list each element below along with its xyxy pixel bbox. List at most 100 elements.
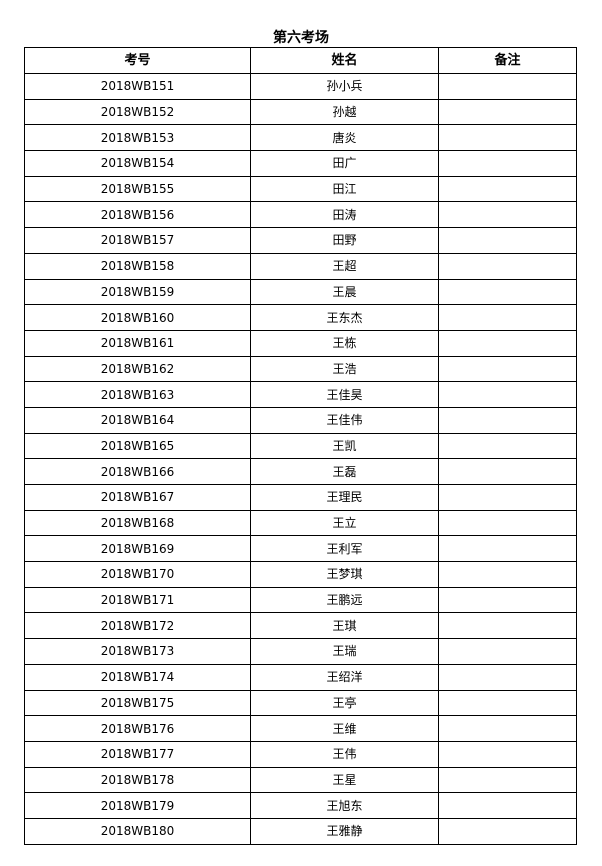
- table-row: 2018WB164 王佳伟: [24, 406, 577, 434]
- exam-room-table: 考号 姓名 备注 2018WB151 孙小兵 2018WB152 孙越 2018WB15…: [24, 47, 577, 845]
- remarks-cell: [438, 175, 577, 203]
- exam-number-cell: 2018WB167: [24, 484, 251, 511]
- remarks-cell: [438, 484, 577, 511]
- name-cell: 王凯: [250, 432, 439, 460]
- table-row: 2018WB174 王绍洋: [24, 663, 577, 691]
- table-row: 2018WB169 王利军: [24, 535, 577, 563]
- remarks-cell: [438, 227, 577, 254]
- table-row: 2018WB156 田涛: [24, 201, 577, 229]
- name-cell: 王佳伟: [250, 406, 439, 434]
- remarks-cell: [438, 304, 577, 331]
- remarks-cell: [438, 124, 577, 152]
- table-row: 2018WB168 王立: [24, 509, 577, 537]
- name-cell: 田涛: [250, 201, 439, 229]
- table-row: 2018WB177 王伟: [24, 740, 577, 768]
- name-cell: 田广: [250, 150, 439, 177]
- name-cell: 王立: [250, 509, 439, 537]
- name-cell: 王磊: [250, 458, 439, 485]
- table-row: 2018WB153 唐炎: [24, 124, 577, 152]
- table-row: 2018WB173 王瑞: [24, 638, 577, 665]
- remarks-cell: [438, 201, 577, 229]
- header-remarks: 备注: [438, 47, 577, 74]
- exam-number-cell: 2018WB154: [24, 150, 251, 177]
- name-cell: 王超: [250, 252, 439, 280]
- table-row: 2018WB155 田江: [24, 175, 577, 203]
- name-cell: 王琪: [250, 612, 439, 640]
- page-title: 第六考场: [273, 30, 329, 46]
- exam-number-cell: 2018WB180: [24, 817, 251, 845]
- name-cell: 王理民: [250, 484, 439, 511]
- remarks-cell: [438, 381, 577, 408]
- name-cell: 王东杰: [250, 304, 439, 331]
- table-row: 2018WB159 王晨: [24, 278, 577, 306]
- table-row: 2018WB152 孙越: [24, 98, 577, 126]
- remarks-cell: [438, 663, 577, 691]
- table-row: 2018WB160 王东杰: [24, 304, 577, 331]
- remarks-cell: [438, 586, 577, 614]
- name-cell: 田江: [250, 175, 439, 203]
- table-row: 2018WB176 王维: [24, 715, 577, 742]
- table-row: 2018WB151 孙小兵: [24, 73, 577, 100]
- name-cell: 王栋: [250, 329, 439, 357]
- table-row: 2018WB179 王旭东: [24, 792, 577, 819]
- remarks-cell: [438, 792, 577, 819]
- exam-number-cell: 2018WB176: [24, 715, 251, 742]
- exam-number-cell: 2018WB179: [24, 792, 251, 819]
- remarks-cell: [438, 535, 577, 563]
- name-cell: 王雅静: [250, 817, 439, 845]
- header-row: 考号 姓名 备注: [24, 47, 577, 74]
- exam-number-cell: 2018WB178: [24, 766, 251, 794]
- exam-number-cell: 2018WB169: [24, 535, 251, 563]
- name-cell: 唐炎: [250, 124, 439, 152]
- remarks-cell: [438, 715, 577, 742]
- remarks-cell: [438, 355, 577, 383]
- exam-number-cell: 2018WB163: [24, 381, 251, 408]
- exam-number-cell: 2018WB155: [24, 175, 251, 203]
- exam-number-cell: 2018WB157: [24, 227, 251, 254]
- name-cell: 王佳昊: [250, 381, 439, 408]
- exam-number-cell: 2018WB166: [24, 458, 251, 485]
- table-row: 2018WB166 王磊: [24, 458, 577, 485]
- exam-number-cell: 2018WB160: [24, 304, 251, 331]
- exam-number-cell: 2018WB159: [24, 278, 251, 306]
- table-row: 2018WB163 王佳昊: [24, 381, 577, 408]
- exam-number-cell: 2018WB152: [24, 98, 251, 126]
- remarks-cell: [438, 73, 577, 100]
- name-cell: 王浩: [250, 355, 439, 383]
- name-cell: 孙越: [250, 98, 439, 126]
- table-row: 2018WB180 王雅静: [24, 817, 577, 845]
- exam-number-cell: 2018WB151: [24, 73, 251, 100]
- table-row: 2018WB167 王理民: [24, 484, 577, 511]
- remarks-cell: [438, 406, 577, 434]
- remarks-cell: [438, 638, 577, 665]
- header-exam-number: 考号: [24, 47, 251, 74]
- name-cell: 王利军: [250, 535, 439, 563]
- exam-number-cell: 2018WB170: [24, 561, 251, 588]
- table-row: 2018WB172 王琪: [24, 612, 577, 640]
- table-row: 2018WB165 王凯: [24, 432, 577, 460]
- name-cell: 田野: [250, 227, 439, 254]
- remarks-cell: [438, 458, 577, 485]
- exam-number-cell: 2018WB171: [24, 586, 251, 614]
- exam-number-cell: 2018WB158: [24, 252, 251, 280]
- name-cell: 王维: [250, 715, 439, 742]
- remarks-cell: [438, 766, 577, 794]
- header-name: 姓名: [250, 47, 439, 74]
- exam-number-cell: 2018WB173: [24, 638, 251, 665]
- exam-number-cell: 2018WB153: [24, 124, 251, 152]
- table-row: 2018WB175 王亭: [24, 689, 577, 717]
- exam-number-cell: 2018WB175: [24, 689, 251, 717]
- remarks-cell: [438, 329, 577, 357]
- exam-number-cell: 2018WB168: [24, 509, 251, 537]
- name-cell: 王鹏远: [250, 586, 439, 614]
- remarks-cell: [438, 817, 577, 845]
- table-row: 2018WB171 王鹏远: [24, 586, 577, 614]
- exam-number-cell: 2018WB156: [24, 201, 251, 229]
- exam-number-cell: 2018WB165: [24, 432, 251, 460]
- remarks-cell: [438, 432, 577, 460]
- name-cell: 孙小兵: [250, 73, 439, 100]
- remarks-cell: [438, 740, 577, 768]
- table-row: 2018WB178 王星: [24, 766, 577, 794]
- remarks-cell: [438, 561, 577, 588]
- remarks-cell: [438, 689, 577, 717]
